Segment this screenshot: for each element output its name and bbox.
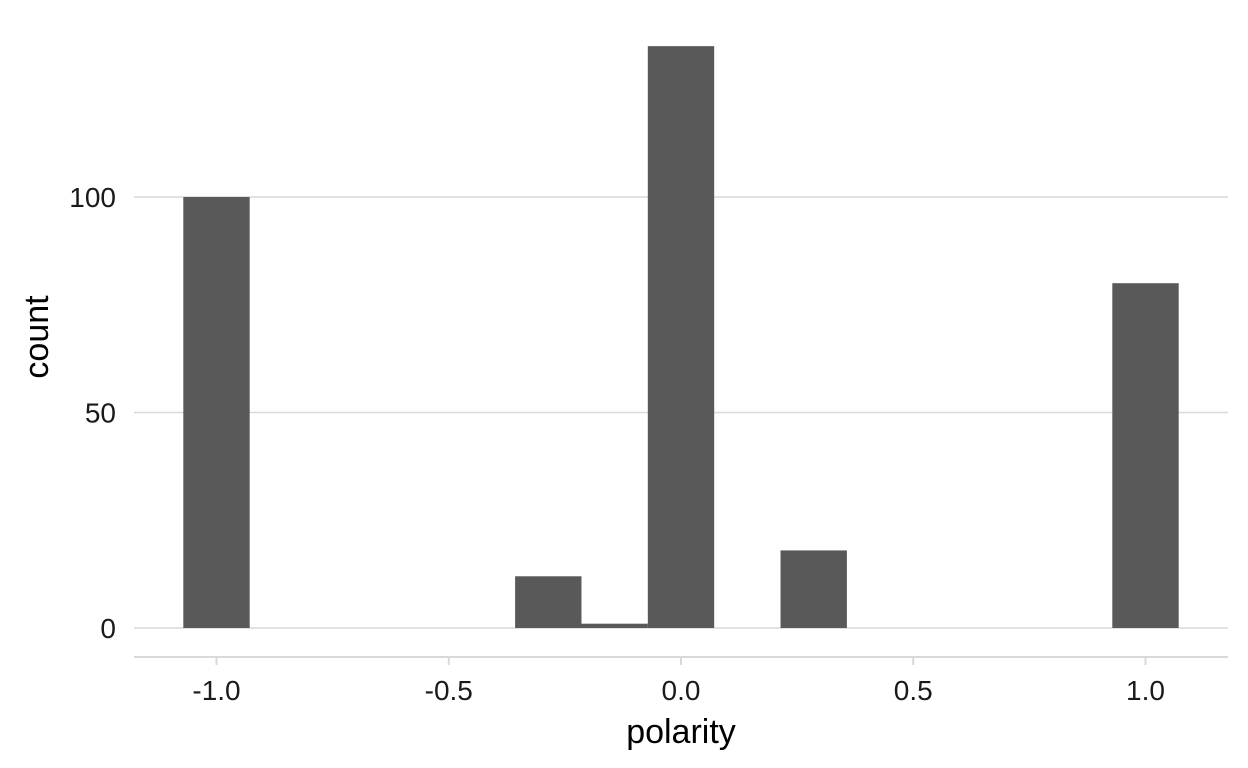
x-axis-ticks: -1.0 -0.5 0.0 0.5 1.0	[192, 657, 1165, 706]
bar-5	[1112, 283, 1179, 628]
bar-0	[183, 197, 250, 628]
bar-1	[515, 576, 582, 628]
y-tick-label-0: 0	[100, 613, 116, 644]
y-tick-label-1: 50	[85, 398, 116, 429]
y-axis-ticks: 0 50 100	[69, 182, 116, 644]
bar-3	[647, 46, 715, 628]
x-tick-label-2: 0.0	[662, 675, 701, 706]
x-tick-label-0: -1.0	[192, 675, 240, 706]
x-tick-label-4: 1.0	[1126, 675, 1165, 706]
x-tick-label-1: -0.5	[425, 675, 473, 706]
y-tick-label-2: 100	[69, 182, 116, 213]
y-axis-title: count	[18, 295, 56, 379]
bar-2	[581, 623, 648, 628]
x-tick-label-3: 0.5	[894, 675, 933, 706]
bar-4	[780, 550, 847, 628]
bars-group	[183, 46, 1179, 628]
x-axis-title: polarity	[626, 713, 736, 751]
